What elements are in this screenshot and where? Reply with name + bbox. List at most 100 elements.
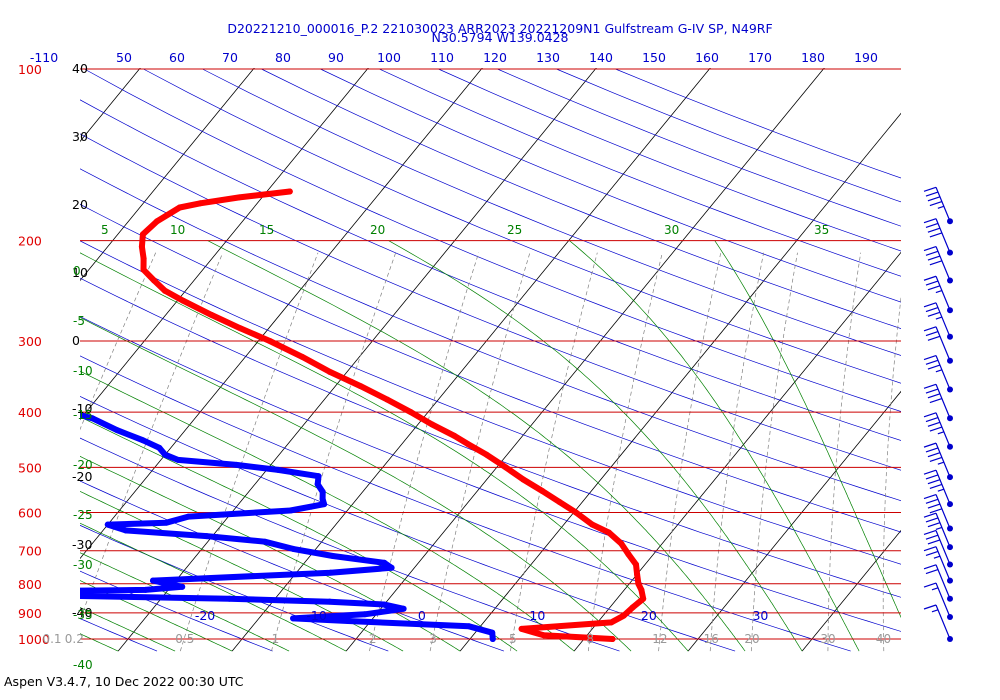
- dry-adiabat-line: [80, 133, 901, 471]
- moist-label-left: -25: [73, 508, 93, 522]
- dry-adiabat-line: [80, 240, 901, 565]
- wind-barb-flag: [923, 469, 937, 475]
- wind-barb-flag: [923, 604, 937, 610]
- dry-adiabat-line: [80, 99, 901, 441]
- dewpoint-point: [290, 545, 297, 552]
- wind-barb-staff: [935, 546, 951, 581]
- wind-barb-flag: [923, 564, 937, 570]
- footer-version: Aspen V3.4.7, 10 Dec 2022 00:30 UTC: [4, 674, 244, 689]
- wind-barb-staff: [935, 384, 951, 419]
- isotherm-line: [80, 68, 369, 421]
- mixing-ratio-line: [658, 252, 722, 652]
- moist-adiabat-line: [0, 241, 4, 651]
- dry-adiabat-line: [80, 168, 901, 502]
- temperature-curve: [138, 188, 647, 642]
- moist-label-left: -10: [73, 364, 93, 378]
- wind-barb-flag: [927, 335, 941, 341]
- temperature-point: [326, 368, 333, 375]
- dewpoint-point: [329, 552, 336, 559]
- dry-adiabat-line: [80, 570, 273, 652]
- wind-barb-flag: [927, 479, 941, 485]
- wind-barb-staff: [935, 469, 951, 505]
- dewpoint-point: [327, 569, 334, 576]
- dewpoint-point: [66, 409, 72, 415]
- moist-adiabat-line: [80, 607, 176, 652]
- wind-barb-flag: [923, 512, 937, 518]
- dewpoint-point: [203, 533, 210, 540]
- dry-adiabat-line: [80, 437, 620, 652]
- temperature-point: [502, 464, 509, 471]
- moist-label-left: 0: [73, 264, 81, 278]
- dewpoint-point: [400, 605, 407, 612]
- wind-barb-half-flag: [935, 369, 943, 373]
- wind-barb-half-flag: [933, 555, 941, 559]
- temperature-point: [629, 604, 636, 611]
- temperature-point: [556, 499, 563, 506]
- dry-adiabat-line: [80, 277, 901, 598]
- dewpoint-point: [53, 390, 59, 396]
- temperature-point: [161, 287, 168, 294]
- dewpoint-point: [45, 380, 51, 386]
- temperature-point: [357, 383, 364, 390]
- pressure-label: 300: [18, 334, 42, 349]
- moist-label-left: -5: [73, 314, 85, 328]
- pressure-label: 100: [18, 62, 42, 77]
- dewpoint-point: [388, 564, 395, 571]
- moist-label-left: -15: [73, 408, 93, 422]
- temperature-point: [176, 204, 183, 211]
- temperature-point: [286, 188, 293, 195]
- temperature-point: [620, 612, 627, 619]
- top-scale-label: 100: [377, 50, 401, 65]
- moist-label-top: 15: [259, 223, 274, 237]
- temperature-point: [609, 636, 616, 642]
- wind-barb-half-flag: [937, 205, 945, 209]
- dewpoint-point: [34, 358, 40, 364]
- dewpoint-point: [233, 461, 240, 468]
- wind-barb-flag: [925, 568, 939, 575]
- wind-barb-half-flag: [937, 488, 945, 492]
- dewpoint-curve: [80, 411, 496, 642]
- wind-barb-half-flag: [937, 431, 945, 435]
- pressure-label: 600: [18, 506, 42, 521]
- wind-barb-flag: [923, 186, 937, 192]
- dewpoint-point: [185, 513, 192, 520]
- wind-barb-flag: [923, 412, 937, 418]
- dry-adiabat-line: [80, 355, 851, 652]
- wind-barb-flag: [927, 393, 941, 399]
- height-label: 40: [72, 61, 88, 76]
- pressure-label: 900: [18, 606, 42, 621]
- temperature-point: [140, 266, 147, 273]
- moist-label-top: 5: [101, 223, 109, 237]
- theta-label: 30: [752, 608, 768, 623]
- isotherm-line: [345, 68, 825, 652]
- wind-barb-half-flag: [931, 609, 939, 613]
- theta-label: 20: [641, 608, 657, 623]
- mixing-ratio-label: 20: [744, 632, 759, 646]
- wind-barb-flag: [925, 517, 939, 523]
- top-scale-label: 150: [642, 50, 666, 65]
- wind-barb-flag: [925, 447, 939, 453]
- dewpoint-point: [319, 495, 326, 502]
- dewpoint-point: [321, 501, 328, 508]
- wind-barb-half-flag: [935, 526, 943, 530]
- mixing-ratio-line: [882, 294, 901, 652]
- height-label: -40: [72, 605, 92, 620]
- wind-barb-staff: [935, 276, 951, 311]
- dry-adiabat-line: [80, 203, 901, 533]
- moist-adiabat-line: [569, 240, 860, 652]
- dewpoint-point: [62, 400, 68, 406]
- isotherm-line: [80, 68, 483, 560]
- dry-adiabat-line: [615, 68, 901, 179]
- wind-barb-flag: [925, 191, 939, 197]
- moist-label-left: -35: [73, 608, 93, 622]
- top-scale-label: 140: [589, 50, 613, 65]
- wind-barb-flag: [929, 232, 943, 238]
- temperature-point: [589, 521, 596, 528]
- wind-barb-flag: [923, 302, 937, 308]
- dewpoint-point: [489, 636, 496, 642]
- mixing-ratio-line: [429, 252, 531, 652]
- isotherm-line: [117, 68, 597, 652]
- wind-barb-flag: [925, 222, 939, 228]
- moist-label-top: 25: [507, 223, 522, 237]
